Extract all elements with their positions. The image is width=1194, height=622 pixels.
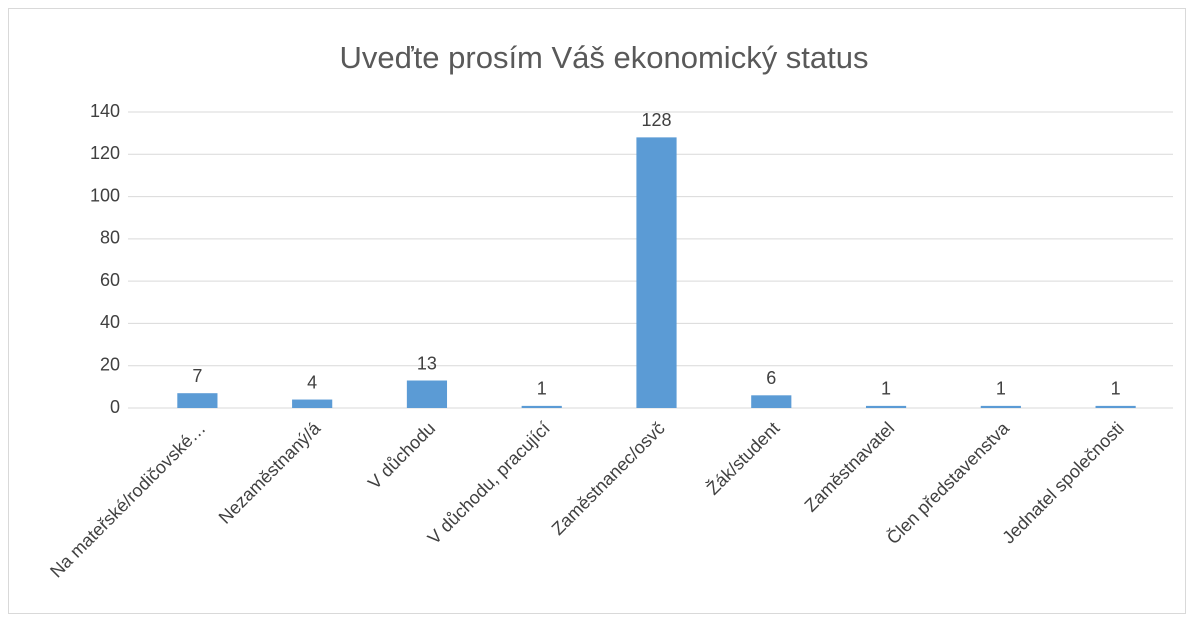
bar bbox=[521, 405, 562, 408]
bar bbox=[177, 393, 218, 408]
data-label: 128 bbox=[641, 110, 671, 130]
y-tick-label: 20 bbox=[100, 354, 120, 374]
bar bbox=[292, 399, 333, 408]
y-tick-label: 40 bbox=[100, 312, 120, 332]
data-label: 6 bbox=[766, 368, 776, 388]
y-tick-label: 0 bbox=[110, 397, 120, 417]
y-tick-label: 100 bbox=[90, 185, 120, 205]
data-label: 1 bbox=[1111, 379, 1121, 399]
y-tick-label: 60 bbox=[100, 270, 120, 290]
bar bbox=[980, 405, 1021, 408]
bar bbox=[406, 380, 448, 408]
bar bbox=[1095, 405, 1136, 408]
y-tick-label: 140 bbox=[90, 101, 120, 121]
data-label: 1 bbox=[537, 379, 547, 399]
bar bbox=[751, 395, 792, 408]
bar bbox=[865, 405, 907, 408]
bar bbox=[636, 137, 677, 408]
data-label: 4 bbox=[307, 372, 317, 392]
chart-title: Uveďte prosím Váš ekonomický status bbox=[339, 40, 868, 75]
data-label: 13 bbox=[417, 353, 437, 373]
data-label: 1 bbox=[996, 379, 1006, 399]
y-tick-label: 120 bbox=[90, 143, 120, 163]
data-label: 1 bbox=[881, 379, 891, 399]
chart-border bbox=[8, 8, 1186, 614]
data-label: 7 bbox=[192, 366, 202, 386]
y-tick-label: 80 bbox=[100, 228, 120, 248]
